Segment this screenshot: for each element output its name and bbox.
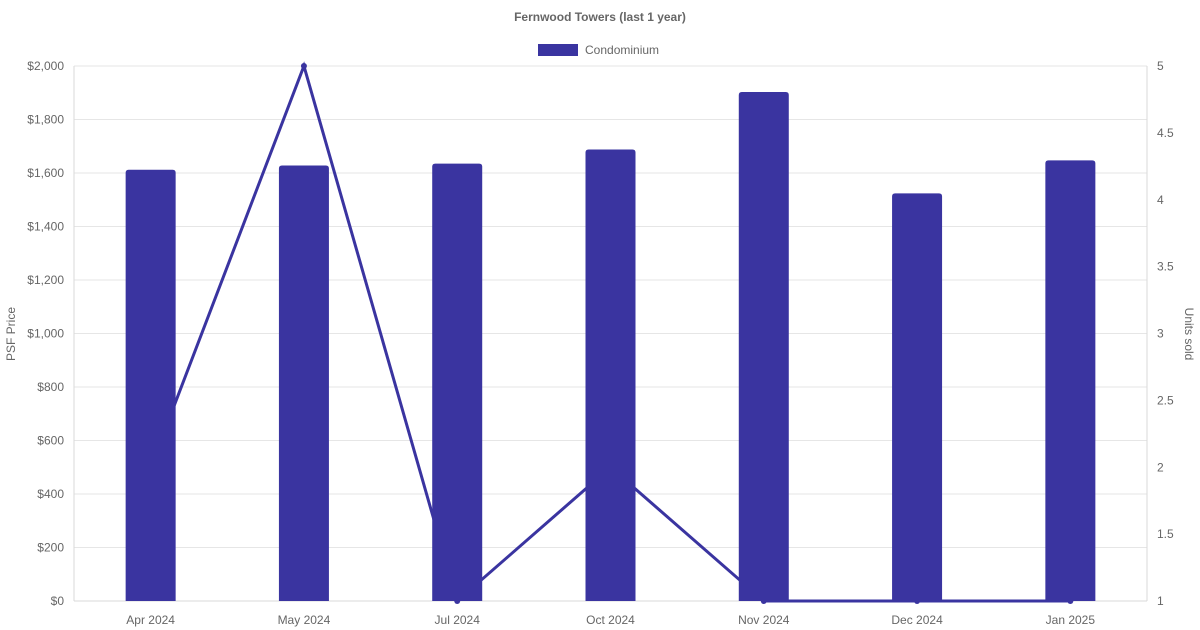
x-tick-label: Jan 2025: [1046, 613, 1096, 627]
y-left-tick-label: $2,000: [27, 59, 64, 73]
y-left-tick-label: $1,000: [27, 327, 64, 341]
bar[interactable]: [738, 91, 789, 601]
bar[interactable]: [432, 163, 483, 601]
y-right-axis-ticks: 1 1.5 2 2.5 3 3.5 4 4.5 5: [1157, 59, 1174, 608]
bar[interactable]: [278, 165, 329, 601]
y-right-tick-label: 4: [1157, 193, 1164, 207]
bar[interactable]: [585, 149, 636, 601]
y-right-tick-label: 3: [1157, 327, 1164, 341]
y-left-tick-label: $1,800: [27, 113, 64, 127]
x-tick-label: May 2024: [278, 613, 331, 627]
y-left-tick-label: $1,400: [27, 220, 64, 234]
y-left-tick-label: $1,200: [27, 273, 64, 287]
y-left-tick-label: $800: [37, 380, 64, 394]
y-right-tick-label: 2: [1157, 460, 1164, 474]
y-right-tick-label: 4.5: [1157, 126, 1174, 140]
y-left-tick-label: $1,600: [27, 166, 64, 180]
bar[interactable]: [125, 169, 176, 602]
x-tick-label: Dec 2024: [891, 613, 943, 627]
y-right-axis-title: Units sold: [1182, 308, 1196, 361]
y-left-tick-label: $200: [37, 541, 64, 555]
line-point[interactable]: [300, 63, 307, 69]
y-right-tick-label: 3.5: [1157, 260, 1174, 274]
x-tick-label: Apr 2024: [126, 613, 175, 627]
legend-swatch-condominium[interactable]: [538, 44, 578, 56]
x-axis-ticks: Apr 2024 May 2024 Jul 2024 Oct 2024 Nov 2024…: [126, 613, 1095, 627]
y-right-tick-label: 1.5: [1157, 527, 1174, 541]
y-left-axis-ticks: $0 $200 $400 $600 $800 $1,000 $1,200 $1,400 $1,6…: [27, 59, 64, 608]
legend[interactable]: Condominium: [538, 43, 659, 57]
y-right-tick-label: 1: [1157, 594, 1164, 608]
bar-series: [125, 91, 1096, 602]
y-left-tick-label: $400: [37, 487, 64, 501]
x-tick-label: Oct 2024: [586, 613, 635, 627]
y-right-tick-label: 2.5: [1157, 393, 1174, 407]
chart-title: Fernwood Towers (last 1 year): [514, 10, 686, 24]
bar[interactable]: [892, 193, 943, 601]
bar[interactable]: [1045, 160, 1096, 602]
x-tick-label: Nov 2024: [738, 613, 790, 627]
y-left-tick-label: $600: [37, 434, 64, 448]
legend-label-condominium[interactable]: Condominium: [585, 43, 659, 57]
y-right-tick-label: 5: [1157, 59, 1164, 73]
y-left-tick-label: $0: [51, 594, 65, 608]
y-left-axis-title: PSF Price: [4, 307, 18, 361]
x-tick-label: Jul 2024: [435, 613, 481, 627]
